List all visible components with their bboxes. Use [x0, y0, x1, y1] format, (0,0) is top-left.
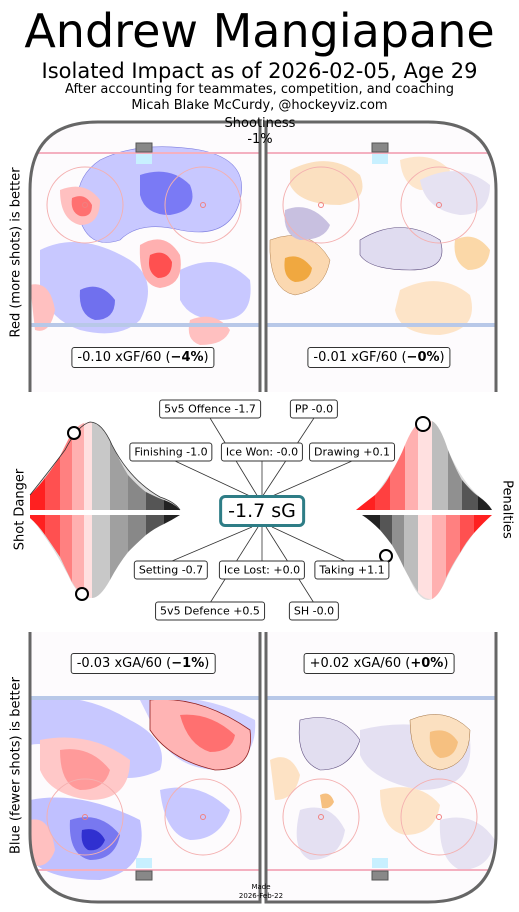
rink-defence-5v5 [30, 632, 260, 902]
orange-blob [290, 161, 363, 205]
sg-total-box: -1.7 sG [219, 495, 305, 527]
orange-blob [284, 256, 312, 282]
blue-blob [81, 829, 105, 851]
defence-axis-label: Blue (fewer shots) is better [8, 677, 24, 854]
defence-5v5-box: 5v5 Defence +0.5 [155, 601, 265, 621]
purple-blob [359, 227, 443, 271]
blue-blob [30, 697, 162, 778]
purple-blob [420, 171, 490, 215]
faceoff-circle [400, 778, 478, 856]
faceoff-circle [282, 166, 360, 244]
purple-blob [298, 717, 361, 771]
orange-blob [320, 793, 334, 809]
red-blob [149, 252, 172, 278]
player-marker [67, 426, 81, 440]
purple-blob [296, 807, 345, 860]
ice-lost-box: Ice Lost: +0.0 [218, 560, 306, 580]
page-title: Andrew Mangiapane [24, 4, 495, 58]
orange-blob [380, 787, 440, 835]
shot-danger-defence-dist [30, 515, 180, 601]
author-credit: Micah Blake McCurdy, @hockeyviz.com [131, 98, 388, 113]
drawing-box: Drawing +0.1 [309, 442, 395, 462]
offence-axis-label: Red (more shots) is better [8, 167, 24, 338]
goal-net [135, 142, 153, 153]
penalties-label: Penalties [499, 480, 515, 539]
offence-5v5-box: 5v5 Offence -1.7 [159, 399, 261, 419]
goal-net [135, 870, 153, 881]
rink-defence-special [266, 632, 496, 902]
xga-box-5v5: -0.03 xGA/60 (−1%) [70, 653, 216, 674]
sh-box: SH -0.0 [288, 601, 340, 621]
setting-box: Setting -0.7 [133, 560, 209, 580]
blue-blob [79, 286, 115, 320]
shootiness-label: Shootiness [224, 116, 296, 131]
method-note: After accounting for teammates, competit… [65, 82, 454, 97]
orange-blob [429, 730, 458, 758]
shot-danger-label: Shot Danger [12, 468, 28, 551]
faceoff-circle [164, 778, 242, 856]
red-blob [30, 284, 55, 331]
faceoff-circle [400, 166, 478, 244]
red-blob [71, 196, 92, 217]
xgf-box-5v5: -0.10 xGF/60 (−4%) [71, 347, 215, 368]
orange-blob [454, 236, 490, 270]
page-subtitle: Isolated Impact as of 2026-02-05, Age 29 [41, 59, 478, 83]
purple-blob [284, 207, 330, 240]
faceoff-circle [46, 166, 124, 244]
ice-won-box: Ice Won: -0.0 [220, 442, 304, 462]
finishing-box: Finishing -1.0 [129, 442, 213, 462]
pp-box: PP -0.0 [289, 399, 339, 419]
xga-box-special: +0.02 xGA/60 (+0%) [303, 653, 455, 674]
red-blob [180, 714, 235, 752]
blue-blob [160, 787, 230, 840]
player-marker [75, 587, 89, 601]
made-label: Made [251, 883, 271, 891]
red-blob [60, 749, 110, 790]
shootiness-value: -1% [247, 132, 273, 147]
faceoff-circle [164, 166, 242, 244]
goal-net [371, 142, 389, 153]
penalties-drawn-dist [356, 416, 492, 510]
shot-danger-offence-dist [29, 421, 181, 511]
penalties-taken-dist [362, 515, 492, 600]
orange-blob [395, 281, 472, 335]
made-date: 2026-Feb-22 [238, 892, 284, 900]
player-marker [415, 416, 431, 432]
goal-net [371, 870, 389, 881]
faceoff-circle [46, 778, 124, 856]
crease [136, 154, 152, 164]
blue-blob [180, 262, 251, 320]
orange-blob [270, 757, 300, 800]
red-blob [30, 819, 55, 866]
rink-offence-5v5 [30, 122, 260, 392]
faceoff-circle [282, 778, 360, 856]
taking-box: Taking +1.1 [314, 560, 390, 580]
blue-blob [140, 171, 193, 215]
xgf-box-special: -0.01 xGF/60 (−0%) [307, 347, 451, 368]
purple-blob [439, 817, 495, 870]
